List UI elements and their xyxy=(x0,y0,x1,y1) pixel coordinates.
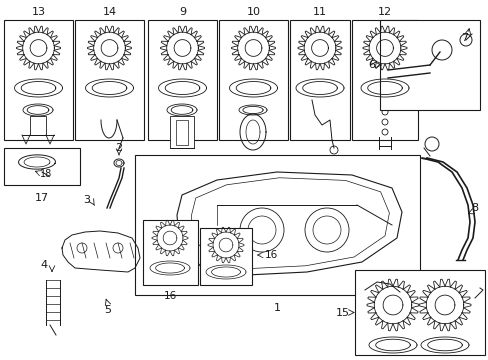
Text: 14: 14 xyxy=(102,7,116,17)
Bar xyxy=(379,20,479,110)
Text: 7: 7 xyxy=(461,33,468,43)
Text: 15: 15 xyxy=(335,307,349,318)
Bar xyxy=(219,20,287,140)
Text: 9: 9 xyxy=(179,7,185,17)
Text: 16: 16 xyxy=(163,291,176,301)
Bar xyxy=(4,20,73,140)
Text: 13: 13 xyxy=(31,7,45,17)
Text: 8: 8 xyxy=(470,203,478,213)
Text: 12: 12 xyxy=(377,7,391,17)
Text: 17: 17 xyxy=(35,193,49,203)
Text: 6: 6 xyxy=(367,60,374,70)
Text: 10: 10 xyxy=(246,7,260,17)
Text: 4: 4 xyxy=(41,260,48,270)
Bar xyxy=(170,116,194,148)
Bar xyxy=(30,116,46,135)
Text: 3: 3 xyxy=(83,195,90,205)
Text: 5: 5 xyxy=(104,305,111,315)
Bar xyxy=(148,20,217,140)
Text: 11: 11 xyxy=(312,7,326,17)
Bar xyxy=(75,20,143,140)
Bar xyxy=(142,220,198,285)
Bar xyxy=(289,20,349,140)
Bar xyxy=(351,20,417,140)
Text: 18: 18 xyxy=(40,169,52,179)
Text: 2: 2 xyxy=(115,143,122,153)
Bar xyxy=(200,228,251,285)
Bar xyxy=(176,120,187,145)
Bar xyxy=(354,270,484,355)
Bar xyxy=(135,155,419,295)
Text: 16: 16 xyxy=(264,250,278,260)
Bar xyxy=(4,148,80,185)
Text: 1: 1 xyxy=(273,303,281,313)
